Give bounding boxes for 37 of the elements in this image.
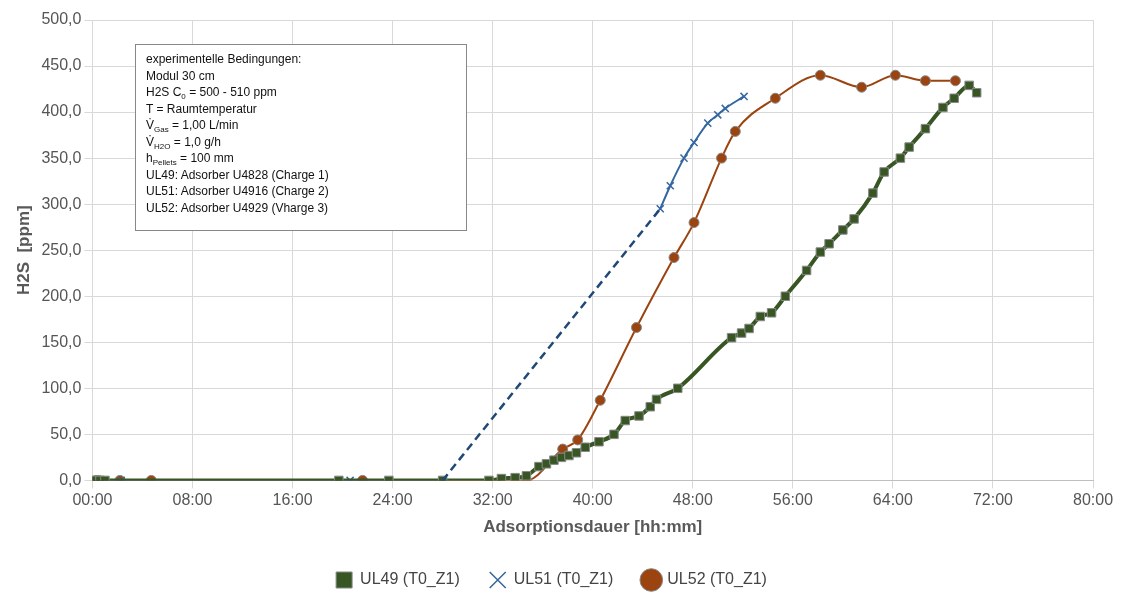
y-tick-label: 0,0 xyxy=(59,470,82,488)
annotation: h$_{Pellets}$ = 100 mm xyxy=(146,150,235,168)
x-tick-label: 56:00 xyxy=(772,491,813,509)
y-tick-label: 450,0 xyxy=(41,56,82,74)
legend-label: UL52 (T0_Z1) xyxy=(667,570,767,589)
x-tick-label: 48:00 xyxy=(672,491,713,509)
annotation: UL52: Adsorber U4929 (Vharge 3) xyxy=(146,199,330,216)
x-tick-label: 64:00 xyxy=(872,491,914,509)
annotation: UL49: Adsorber U4828 (Charge 1) xyxy=(146,166,330,183)
annotation: T = Raumtemperatur xyxy=(146,100,258,117)
x-tick-label: 16:00 xyxy=(272,491,313,509)
x-tick-label: 80:00 xyxy=(1072,491,1114,509)
x-tick-label: 08:00 xyxy=(172,491,213,509)
annotation: UL51: Adsorber U4916 (Charge 2) xyxy=(146,183,330,200)
x-tick-label: 40:00 xyxy=(572,491,613,509)
y-tick-label: 250,0 xyxy=(41,240,82,258)
x-tick-label: 32:00 xyxy=(472,491,513,509)
y-tick-label: 500,0 xyxy=(41,10,82,28)
legend-label: UL51 (T0_Z1) xyxy=(513,570,614,589)
y-tick-label: 50,0 xyxy=(50,424,82,442)
y-axis-title: H2S [ppm] xyxy=(13,205,33,296)
annotation: experimentelle Bedingungen: xyxy=(146,51,303,68)
y-tick-label: 400,0 xyxy=(41,102,82,120)
y-tick-label: 150,0 xyxy=(41,332,82,350)
x-axis-title: Adsorptionsdauer [hh:mm] xyxy=(483,517,703,537)
x-tick-label: 24:00 xyxy=(372,491,413,509)
x-tick-label: 72:00 xyxy=(972,491,1014,509)
y-tick-label: 300,0 xyxy=(41,194,82,212)
y-tick-label: 350,0 xyxy=(41,148,82,166)
annotation: V̇$_{H2O}$ = 1,0 g/h xyxy=(146,133,222,151)
x-tick-label: 00:00 xyxy=(72,491,113,509)
y-tick-label: 200,0 xyxy=(41,286,82,304)
annotation: V̇$_{Gas}$ = 1,00 L/min xyxy=(146,117,240,135)
legend-label: UL49 (T0_Z1) xyxy=(360,570,460,589)
annotation: Modul 30 cm xyxy=(146,67,216,84)
y-tick-label: 100,0 xyxy=(41,378,82,396)
annotation: H2S C$_{0}$ = 500 - 510 ppm xyxy=(146,84,278,102)
